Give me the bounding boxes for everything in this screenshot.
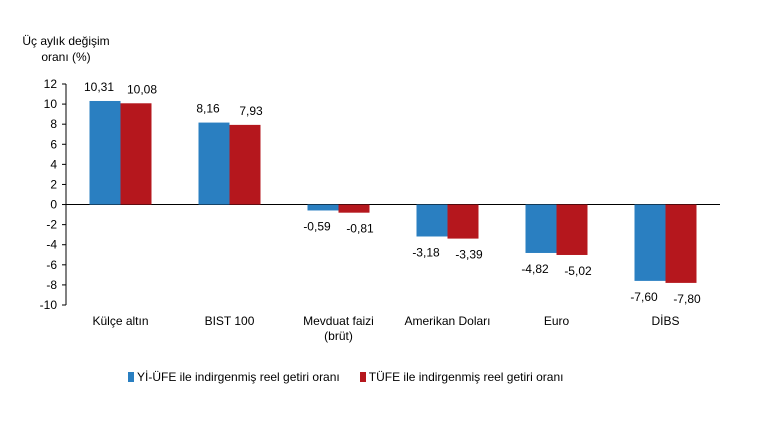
y-tick-label: -8 — [46, 278, 57, 292]
legend-label-tufe: TÜFE ile indirgenmiş reel getiri oranı — [368, 370, 564, 384]
data-label: -5,02 — [564, 264, 592, 278]
bar — [307, 204, 339, 211]
data-label: -3,39 — [455, 248, 483, 262]
x-tick-label: Külçe altın — [92, 314, 148, 328]
legend: Yİ-ÜFE ile indirgenmiş reel getiri oranı… — [128, 370, 584, 384]
y-axis-title-line-1: Üç aylık değişim — [22, 34, 110, 48]
bar — [338, 204, 370, 213]
x-tick-label: Amerikan Doları — [404, 314, 490, 328]
data-label: -7,60 — [630, 290, 658, 304]
x-tick-label: (brüt) — [324, 329, 353, 343]
y-axis-title-line-2: oranı (%) — [41, 50, 91, 64]
x-tick-label: Euro — [544, 314, 570, 328]
data-label: 8,16 — [196, 102, 220, 116]
y-tick-label: -6 — [46, 258, 57, 272]
data-label: 10,31 — [84, 80, 114, 94]
y-tick-label: 2 — [50, 177, 57, 191]
data-label: -0,81 — [346, 222, 374, 236]
data-label: 10,08 — [127, 82, 157, 96]
x-tick-label: BIST 100 — [205, 314, 255, 328]
bar — [198, 122, 230, 205]
y-axis-title: Üç aylık değişim oranı (%) — [14, 33, 118, 65]
y-tick-label: 8 — [50, 117, 57, 131]
bar — [665, 204, 697, 283]
bar — [120, 103, 152, 205]
y-tick-label: -4 — [46, 238, 57, 252]
bar — [556, 204, 588, 255]
bar — [229, 124, 261, 205]
x-tick-label: Mevduat faizi — [303, 314, 374, 328]
data-label: -4,82 — [521, 262, 549, 276]
y-tick-label: 6 — [50, 137, 57, 151]
legend-item-tufe: TÜFE ile indirgenmiş reel getiri oranı — [359, 370, 564, 384]
bar — [525, 204, 557, 253]
data-label: -0,59 — [303, 219, 331, 233]
y-tick-label: 12 — [44, 77, 58, 91]
legend-swatch-tufe — [359, 372, 366, 382]
bar — [416, 204, 448, 237]
bar — [634, 204, 666, 281]
data-label: 7,93 — [239, 104, 263, 118]
legend-label-yi-ufe: Yİ-ÜFE ile indirgenmiş reel getiri oranı — [137, 370, 340, 384]
data-label: -3,18 — [412, 245, 440, 259]
y-tick-label: 10 — [44, 97, 58, 111]
data-label: -7,80 — [673, 292, 701, 306]
bar — [447, 204, 479, 239]
legend-item-yi-ufe: Yİ-ÜFE ile indirgenmiş reel getiri oranı — [128, 370, 340, 384]
y-tick-label: 4 — [50, 157, 57, 171]
bar — [89, 100, 121, 205]
legend-swatch-yi-ufe — [128, 372, 134, 382]
y-tick-label: -10 — [40, 298, 58, 312]
x-tick-label: DİBS — [651, 314, 679, 328]
y-tick-label: -2 — [46, 218, 57, 232]
y-tick-label: 0 — [50, 198, 57, 212]
